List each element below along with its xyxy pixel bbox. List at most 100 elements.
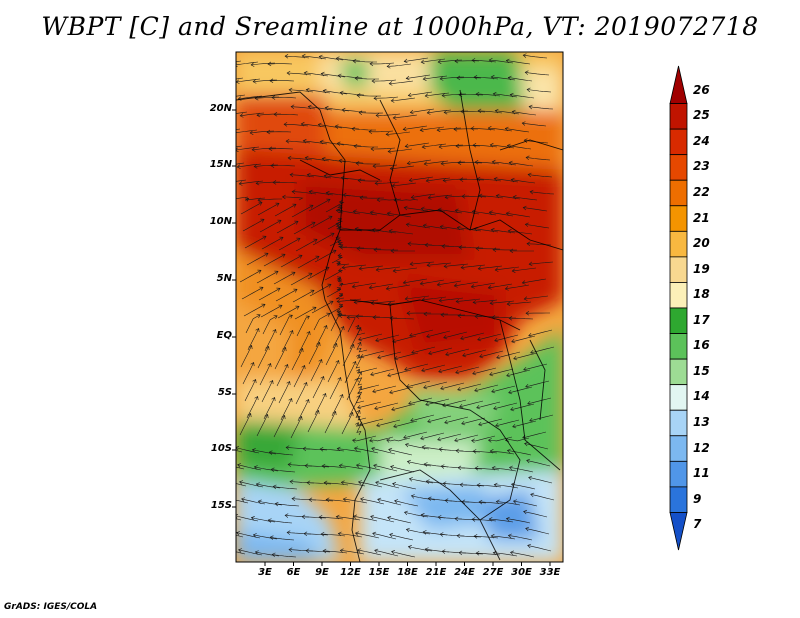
- streamline: [272, 182, 298, 184]
- streamline-arrow: [458, 550, 463, 556]
- streamline: [357, 367, 378, 374]
- streamline-arrow: [302, 138, 307, 144]
- streamline: [273, 272, 296, 285]
- streamline-arrow: [308, 497, 313, 502]
- streamline: [427, 415, 452, 423]
- streamline-arrow: [420, 513, 425, 518]
- streamline: [287, 72, 312, 76]
- streamline-arrow: [496, 354, 501, 360]
- streamline: [301, 123, 326, 128]
- colorbar-swatch: [669, 307, 688, 334]
- streamline-arrow: [439, 224, 444, 230]
- lon-label: 6E: [286, 567, 301, 578]
- streamline: [461, 417, 486, 425]
- streamline: [375, 181, 400, 184]
- streamline: [303, 533, 329, 536]
- streamline-arrow: [350, 344, 355, 349]
- streamline: [426, 330, 451, 338]
- streamline-arrow: [369, 438, 374, 443]
- streamline-arrow: [335, 221, 340, 227]
- streamline: [461, 501, 487, 504]
- streamline: [423, 225, 448, 230]
- streamline: [386, 131, 411, 135]
- streamline: [529, 414, 554, 422]
- streamline: [241, 498, 266, 505]
- streamline-arrow: [264, 414, 269, 419]
- streamline: [394, 199, 419, 201]
- streamline-arrow: [355, 422, 360, 427]
- streamline-arrow: [303, 70, 308, 76]
- streamline-arrow: [487, 285, 492, 290]
- streamline: [256, 181, 281, 184]
- streamline: [389, 317, 415, 320]
- streamline-arrow: [522, 205, 527, 211]
- streamline: [244, 236, 267, 249]
- streamline: [476, 401, 501, 409]
- streamline: [246, 253, 269, 266]
- streamline-arrow: [422, 530, 427, 535]
- streamline: [326, 287, 342, 298]
- map-frame: [235, 51, 564, 563]
- streamline-arrow: [273, 315, 278, 320]
- lat-label: 15S: [210, 500, 232, 511]
- streamline-arrow: [282, 347, 287, 352]
- streamline-arrow: [372, 163, 377, 169]
- streamline-arrow: [392, 482, 397, 487]
- lon-label: 27E: [482, 567, 504, 578]
- streamline: [240, 202, 263, 215]
- streamline-arrow: [456, 75, 461, 81]
- streamline: [488, 283, 513, 289]
- streamline: [440, 382, 465, 390]
- streamline-arrow: [358, 266, 363, 271]
- streamline: [475, 248, 501, 250]
- streamline: [244, 197, 266, 201]
- streamline: [356, 464, 381, 471]
- streamline: [530, 494, 555, 501]
- streamline: [405, 444, 430, 450]
- streamline-arrow: [456, 225, 461, 231]
- streamline-arrow: [488, 58, 493, 63]
- streamline: [261, 380, 273, 403]
- streamline: [326, 192, 351, 197]
- streamline-arrow: [355, 324, 360, 329]
- streamline-arrow: [406, 310, 411, 316]
- streamline-arrow: [356, 368, 361, 373]
- streamline-arrow: [256, 314, 261, 319]
- streamline-arrow: [443, 263, 448, 269]
- streamline: [491, 535, 516, 540]
- streamline-arrow: [315, 255, 320, 260]
- streamline: [273, 486, 298, 490]
- streamline-arrow: [406, 459, 411, 465]
- streamline: [525, 380, 550, 388]
- streamline: [407, 159, 432, 164]
- streamline-arrow: [408, 400, 413, 406]
- streamline: [354, 77, 379, 80]
- streamline: [312, 233, 335, 246]
- streamline: [272, 554, 297, 558]
- streamline-arrow: [293, 288, 298, 293]
- streamline-arrow: [495, 499, 500, 505]
- streamline: [290, 273, 313, 286]
- colorbar-tick-label: 11: [693, 466, 710, 481]
- streamline-arrow: [305, 315, 310, 320]
- streamline-arrow: [288, 547, 293, 552]
- streamline-arrow: [424, 547, 429, 552]
- streamline-arrow: [357, 480, 363, 485]
- streamline: [347, 317, 356, 333]
- streamline: [456, 298, 481, 302]
- streamline: [404, 363, 429, 371]
- streamline-arrow: [356, 93, 361, 98]
- streamline-arrow: [474, 466, 479, 471]
- streamline-arrow: [354, 76, 359, 81]
- streamline-arrow: [261, 303, 266, 308]
- streamline-arrow: [511, 109, 516, 115]
- streamline: [285, 55, 310, 59]
- streamline-arrow: [526, 241, 531, 247]
- streamline: [239, 180, 264, 185]
- streamline-arrow: [493, 176, 498, 182]
- streamline-arrow: [237, 463, 242, 468]
- streamline: [474, 384, 499, 392]
- streamline-arrow: [319, 139, 324, 145]
- streamline-arrow: [337, 73, 342, 79]
- streamline: [422, 143, 447, 148]
